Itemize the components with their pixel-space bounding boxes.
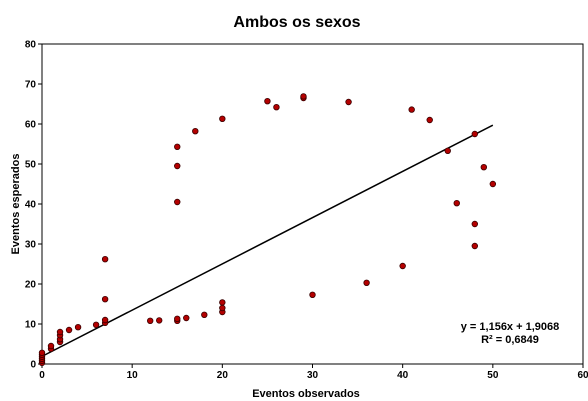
data-point [489,180,497,188]
x-tick-label: 10 [127,370,139,381]
data-point [183,314,190,322]
data-point [146,317,154,324]
x-axis-title: Eventos observados [252,388,360,400]
data-point [47,342,55,350]
data-point [300,93,307,100]
data-point [273,103,280,111]
data-point [444,147,451,154]
data-point [471,130,478,138]
data-point [471,242,478,250]
y-tick-label: 70 [25,80,37,91]
y-tick-label: 80 [25,40,37,51]
axis-ticks: 0 10 20 30 40 50 60 0 10 20 30 40 50 60 70 80 [25,40,588,382]
data-point [309,291,316,298]
y-tick-label: 0 [30,360,36,371]
chart-title: Ambos os sexos [233,14,360,31]
y-tick-label: 40 [25,200,37,211]
data-point [345,98,352,106]
y-tick-label: 50 [25,160,37,171]
x-tick-label: 0 [39,370,45,381]
data-point [426,116,433,124]
x-tick-label: 30 [307,370,319,381]
data-point [101,296,109,303]
trendline-group [41,124,494,358]
x-tick-label: 20 [217,370,229,381]
trendline [41,124,494,358]
y-tick-label: 60 [25,120,37,131]
data-point [399,262,406,270]
data-point [219,304,226,312]
data-point [201,311,208,318]
data-point [65,326,73,334]
data-point [363,279,370,286]
data-point [219,115,226,122]
data-point [38,349,46,356]
data-point [264,97,271,105]
data-point [219,299,226,306]
data-point [192,127,199,135]
x-tick-label: 40 [397,370,409,381]
data-point [471,220,478,228]
data-point [174,143,181,150]
y-tick-label: 20 [25,280,37,291]
data-point [174,198,181,206]
data-point [56,328,64,336]
y-tick-label: 10 [25,320,37,331]
data-point [453,199,460,207]
y-axis-title: Eventos esperados [10,154,22,255]
data-point [101,256,109,263]
r-squared-label: R² = 0,6849 [481,334,539,346]
y-tick-label: 30 [25,240,37,251]
data-point [74,324,82,331]
x-tick-label: 60 [577,370,588,381]
data-point [174,162,181,170]
x-tick-label: 50 [487,370,499,381]
data-point [156,317,163,324]
data-point [480,163,488,171]
plot-area [41,43,584,365]
data-points [38,93,497,366]
data-point [92,321,100,328]
data-point [408,106,415,113]
data-point [101,316,109,324]
data-point [174,315,181,322]
trendline-equation: y = 1,156x + 1,9068 [461,321,559,333]
